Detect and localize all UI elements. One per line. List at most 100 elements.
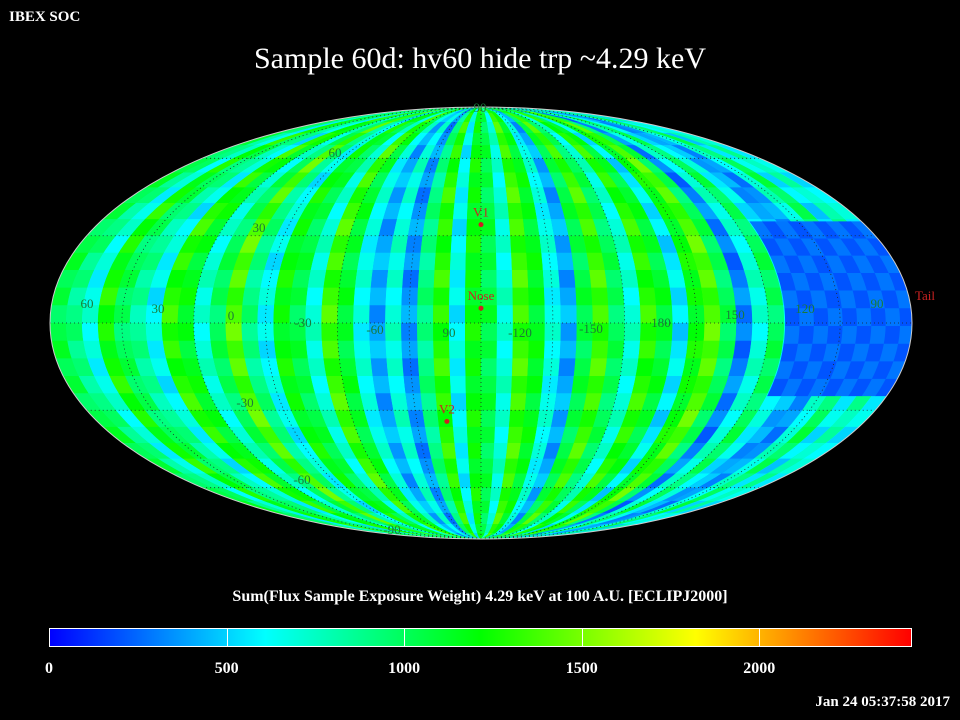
heatmap-cell [290, 409, 314, 427]
heatmap-cell [236, 132, 286, 146]
longitude-line [121, 107, 482, 539]
heatmap-cell [417, 304, 434, 323]
heatmap-cell [366, 473, 389, 488]
heatmap-cell [115, 340, 136, 359]
heatmap-cell [528, 340, 546, 359]
heatmap-cell [415, 523, 444, 534]
heatmap-cell [488, 132, 500, 146]
heatmap-cell [212, 144, 257, 159]
heatmap-cell [446, 157, 461, 173]
heatmap-cell [320, 512, 365, 524]
heatmap-cell [612, 235, 633, 253]
low-flux-cell [866, 237, 894, 256]
heatmap-cell [481, 375, 497, 394]
longitude-label: 90 [871, 296, 884, 311]
low-flux-cell [838, 289, 857, 309]
heatmap-cell [469, 112, 478, 123]
latitude-label: -30 [236, 395, 253, 410]
heatmap-cell [222, 144, 266, 159]
heatmap-cell [703, 304, 721, 323]
heatmap-cell [495, 392, 512, 411]
heatmap-cell [465, 322, 482, 341]
heatmap-cell [535, 487, 554, 501]
heatmap-cell [174, 218, 202, 236]
heatmap-cell [541, 252, 559, 271]
heatmap-cell [514, 523, 541, 534]
heatmap-cell [382, 426, 402, 444]
heatmap-cell [241, 322, 259, 341]
heatmap-cell [243, 202, 270, 220]
heatmap-cell [182, 473, 224, 488]
heatmap-cell [578, 218, 599, 236]
heatmap-cell [697, 144, 740, 159]
heatmap-cell [307, 269, 327, 288]
heatmap-cell [364, 218, 384, 236]
heatmap-cell [418, 487, 437, 501]
heatmap-cell [86, 409, 118, 427]
heatmap-cell [481, 442, 495, 459]
heatmap-cell [83, 286, 104, 306]
heatmap-cell [535, 144, 554, 159]
heatmap-cell [450, 512, 464, 524]
heatmap-cell [390, 392, 409, 411]
heatmap-cell [634, 218, 657, 236]
heatmap-cell [481, 107, 489, 113]
heatmap-cell [421, 107, 481, 113]
heatmap-cell [157, 458, 196, 474]
heatmap-cell [386, 357, 405, 376]
low-flux-cell [798, 307, 815, 326]
heatmap-cell [573, 473, 597, 488]
heatmap-cell [549, 458, 569, 474]
heatmap-cell [526, 487, 544, 501]
heatmap-cell [601, 132, 636, 146]
heatmap-cell [680, 487, 720, 501]
heatmap-cell [276, 121, 331, 133]
heatmap-cell [713, 357, 734, 376]
heatmap-cell [427, 121, 447, 133]
heatmap-cell [812, 202, 846, 220]
heatmap-cell [308, 186, 333, 203]
colorbar-tick-label: 1000 [388, 660, 421, 677]
heatmap-cell [676, 218, 701, 236]
heatmap-cell [559, 523, 612, 534]
heatmap-cell [449, 357, 466, 376]
heatmap-cell [284, 392, 307, 411]
heatmap-cell [626, 235, 648, 253]
heatmap-cell [117, 202, 151, 220]
heatmap-cell [664, 458, 694, 474]
heatmap-cell [369, 286, 388, 306]
colorbar-tick-line [581, 628, 583, 647]
heatmap-cell [490, 487, 503, 501]
heatmap-cell [591, 340, 609, 359]
heatmap-cell [494, 218, 511, 236]
heatmap-cell [372, 375, 391, 394]
heatmap-cell [118, 392, 146, 411]
heatmap-cell [381, 458, 402, 474]
heatmap-cell [203, 218, 230, 236]
heatmap-cell [435, 132, 452, 146]
heatmap-cell [766, 442, 801, 459]
heatmap-cell [676, 132, 726, 146]
heatmap-cell [424, 426, 442, 444]
heatmap-cell [620, 121, 671, 133]
heatmap-cell [162, 340, 183, 359]
heatmap-cell [492, 512, 505, 524]
heatmap-cell [388, 144, 410, 159]
heatmap-cell [748, 286, 768, 306]
heatmap-cell [399, 112, 434, 123]
heatmap-cell [435, 532, 481, 539]
heatmap-cell [387, 487, 409, 501]
heatmap-cell [118, 235, 146, 253]
heatmap-cell [294, 458, 322, 474]
heatmap-cell [564, 218, 584, 236]
heatmap-cell [495, 409, 511, 427]
low-flux-cell [797, 325, 815, 344]
heatmap-cell [334, 442, 358, 459]
heatmap-cell [732, 171, 768, 188]
heatmap-cell [420, 121, 441, 133]
heatmap-cell [466, 218, 482, 236]
heatmap-cell [205, 473, 244, 488]
heatmap-cell [597, 235, 618, 253]
heatmap-cell [481, 107, 515, 113]
